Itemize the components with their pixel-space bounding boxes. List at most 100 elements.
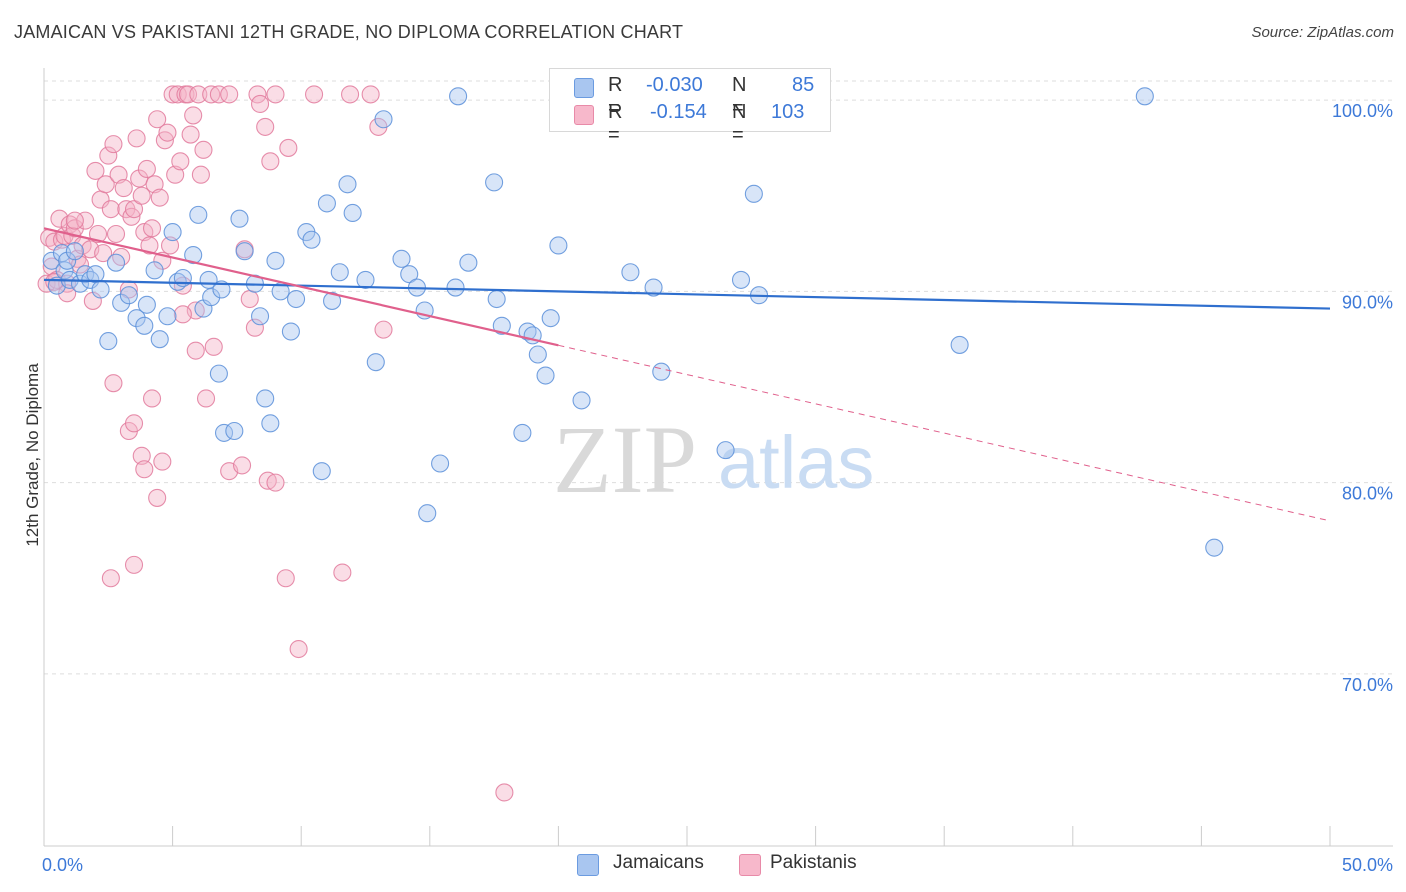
jamaican-point bbox=[418, 504, 437, 523]
pakistanis-swatch bbox=[574, 105, 594, 125]
y-tick-label: 100.0% bbox=[1332, 101, 1393, 121]
pakistani-point bbox=[124, 200, 144, 219]
legend-n-value: 85 bbox=[792, 74, 815, 96]
y-tick-label: 70.0% bbox=[1342, 675, 1393, 695]
jamaican-point bbox=[492, 316, 511, 335]
pakistani-point bbox=[158, 123, 177, 142]
jamaican-points bbox=[42, 87, 1224, 557]
legend-r-value: -0.154 bbox=[650, 101, 707, 123]
jamaican-point bbox=[119, 286, 138, 305]
jamaican-point bbox=[202, 288, 221, 307]
pakistani-point bbox=[124, 555, 144, 574]
jamaican-point bbox=[58, 251, 77, 270]
jamaican-point bbox=[281, 322, 300, 341]
pakistani-point bbox=[178, 85, 198, 104]
jamaican-point bbox=[106, 253, 126, 272]
pakistani-point bbox=[150, 188, 169, 207]
pakistani-point bbox=[142, 219, 162, 238]
jamaican-point bbox=[366, 353, 385, 372]
jamaican-point bbox=[621, 263, 640, 282]
pakistani-point bbox=[124, 414, 144, 433]
jamaican-trend-line bbox=[43, 278, 1331, 310]
pakistani-point bbox=[204, 337, 223, 356]
jamaican-point bbox=[225, 421, 244, 441]
jamaican-point bbox=[287, 289, 306, 309]
pakistani-point bbox=[191, 165, 210, 184]
pakistani-point bbox=[495, 783, 514, 802]
pakistani-point bbox=[148, 110, 167, 129]
chart-title: JAMAICAN VS PAKISTANI 12TH GRADE, NO DIP… bbox=[14, 22, 684, 42]
pakistani-point bbox=[220, 85, 239, 104]
jamaican-point bbox=[449, 87, 468, 106]
jamaican-point bbox=[70, 274, 90, 293]
pakistani-point bbox=[153, 452, 172, 471]
pakistani-point bbox=[279, 138, 298, 157]
pakistani-point bbox=[266, 473, 285, 492]
pakistani-point bbox=[374, 320, 393, 339]
jamaican-point bbox=[731, 270, 751, 289]
jamaican-point bbox=[302, 230, 321, 249]
jamaican-point bbox=[250, 307, 270, 326]
jamaican-point bbox=[356, 270, 375, 289]
jamaican-point bbox=[317, 194, 336, 213]
pakistani-point bbox=[65, 219, 84, 238]
jamaican-point bbox=[209, 364, 228, 383]
jamaican-point bbox=[112, 293, 131, 312]
jamaican-point bbox=[76, 265, 95, 284]
pakistani-point bbox=[168, 85, 187, 104]
correlation-legend: R = -0.030 N = 85 R = -0.154 N = 103 bbox=[549, 68, 831, 146]
pakistanis-legend-swatch bbox=[739, 854, 761, 876]
jamaicans-legend-swatch bbox=[577, 854, 599, 876]
pakistani-point bbox=[258, 471, 277, 490]
pakistani-point bbox=[58, 284, 77, 303]
grid-lines bbox=[44, 80, 1393, 675]
pakistani-point bbox=[137, 159, 156, 179]
pakistanis-legend-label: Pakistanis bbox=[770, 852, 857, 873]
jamaican-point bbox=[487, 289, 506, 309]
jamaican-point bbox=[343, 203, 362, 223]
x-tick-label: 0.0% bbox=[42, 855, 83, 875]
jamaican-point bbox=[150, 330, 169, 349]
pakistani-point bbox=[240, 289, 259, 309]
axes bbox=[43, 68, 1393, 847]
pakistani-point bbox=[181, 125, 200, 144]
jamaican-point bbox=[99, 332, 118, 351]
pakistani-point bbox=[333, 563, 352, 582]
jamaican-point bbox=[137, 295, 156, 314]
pakistani-point bbox=[101, 200, 120, 219]
watermark-atlas: atlas bbox=[718, 421, 874, 504]
pakistani-point bbox=[173, 305, 192, 324]
jamaicans-legend-label: Jamaicans bbox=[613, 852, 704, 873]
jamaican-point bbox=[374, 110, 393, 129]
watermark-zip: ZIP bbox=[553, 406, 697, 513]
pakistani-point bbox=[99, 146, 118, 165]
jamaican-point bbox=[431, 454, 450, 473]
pakistani-point bbox=[127, 129, 146, 148]
watermark: ZIP atlas bbox=[553, 406, 874, 513]
pakistani-point bbox=[209, 85, 228, 104]
jamaican-point bbox=[256, 389, 275, 408]
pakistani-point bbox=[145, 175, 164, 194]
legend-n-label: N = bbox=[732, 74, 747, 119]
jamaican-point bbox=[266, 251, 285, 270]
pakistani-point bbox=[132, 186, 151, 205]
jamaican-point bbox=[541, 309, 560, 328]
jamaican-point bbox=[91, 280, 110, 299]
pakistani-point bbox=[256, 117, 275, 136]
pakistani-point bbox=[163, 85, 182, 104]
pakistani-point bbox=[171, 152, 190, 171]
jamaican-point bbox=[536, 366, 555, 385]
pakistani-point bbox=[96, 175, 115, 194]
pakistani-point bbox=[166, 165, 185, 184]
pakistani-point bbox=[109, 165, 128, 184]
jamaican-point bbox=[145, 261, 164, 280]
jamaican-point bbox=[513, 423, 532, 442]
x-tick-label: 50.0% bbox=[1342, 855, 1393, 875]
pakistani-point bbox=[194, 140, 213, 159]
jamaican-point bbox=[485, 173, 504, 192]
pakistani-point bbox=[88, 224, 108, 244]
jamaican-point bbox=[135, 316, 154, 335]
jamaican-point bbox=[644, 278, 663, 297]
legend-n-label: N = bbox=[732, 101, 747, 146]
pakistani-point bbox=[160, 236, 180, 255]
